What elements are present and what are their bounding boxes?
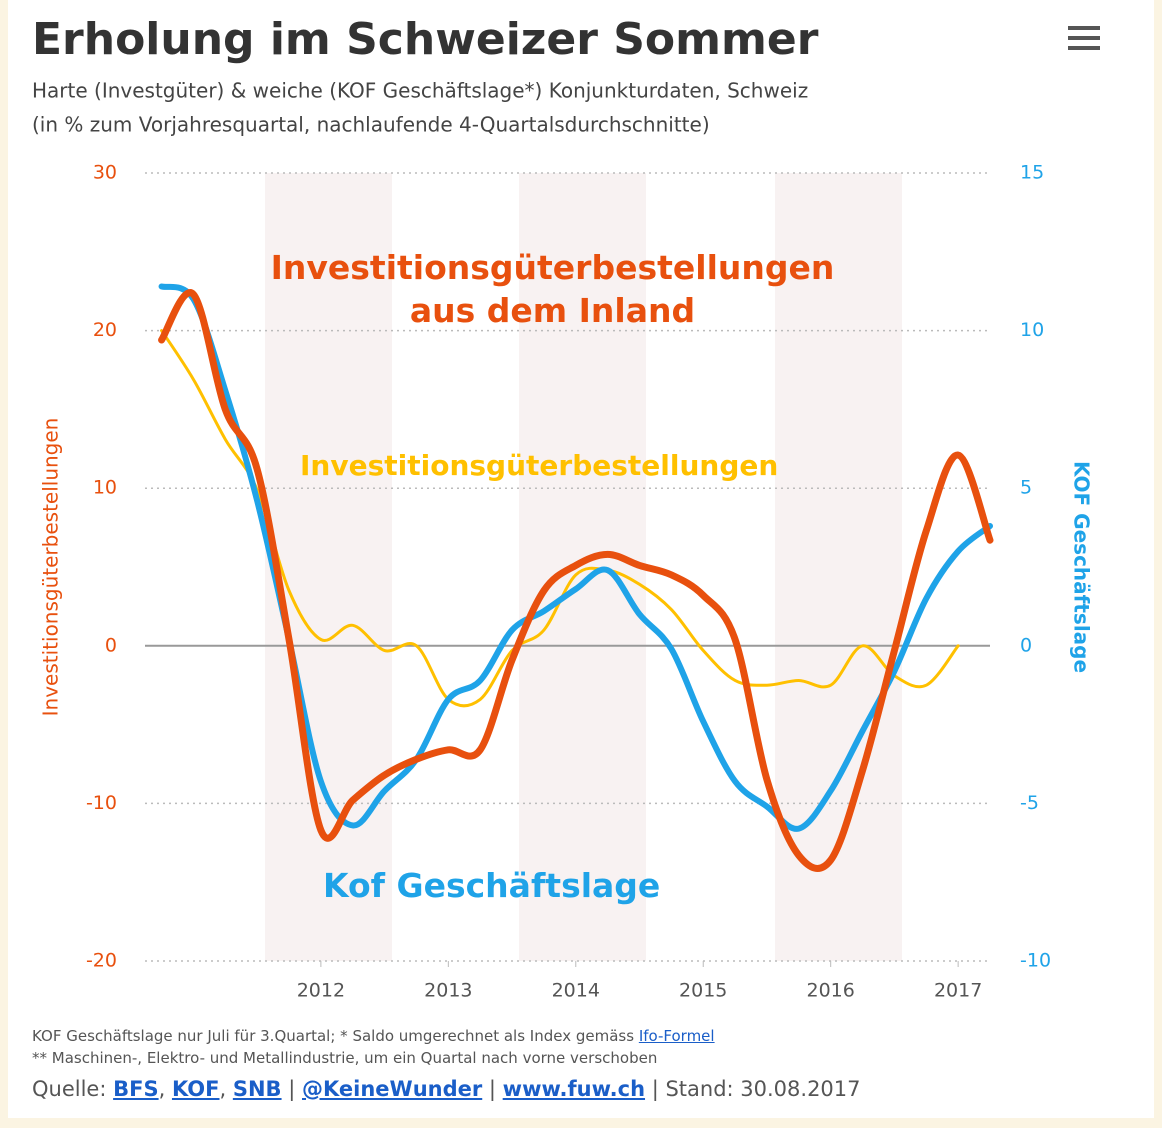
footnote: ** Maschinen-, Elektro- und Metallindust… [32,1049,657,1067]
text: , [158,1077,172,1101]
x-tick-label: 2017 [934,980,982,1002]
link[interactable]: www.fuw.ch [502,1077,646,1101]
series-line [158,289,994,872]
y-tick-label: -10 [86,792,117,814]
text: | Stand: 30.08.2017 [645,1077,861,1101]
menu-bar [1068,46,1100,50]
link[interactable]: BFS [113,1077,159,1101]
x-tick-label: 2013 [424,980,472,1002]
x-tick-label: 2012 [297,980,345,1002]
y-tick-label: 10 [93,477,117,499]
menu-bar [1068,36,1100,40]
y-tick-label: 0 [105,634,117,656]
y2-axis-title: KOF Geschäftslage [1070,461,1094,673]
subtitle: Harte (Investgüter) & weiche (KOF Geschä… [32,79,808,103]
text: ** Maschinen-, Elektro- und Metallindust… [32,1049,658,1067]
subtitle: (in % zum Vorjahresquartal, nachlaufende… [32,113,710,137]
y2-tick-label: -5 [1020,792,1039,814]
series-label: Investitionsgüterbestellungen aus dem In… [270,248,835,330]
link[interactable]: Ifo-Formel [638,1027,715,1045]
text: KOF Geschäftslage nur Juli für 3.Quartal… [32,1027,639,1045]
y-tick-label: -20 [86,950,117,972]
y2-tick-label: 5 [1020,477,1032,499]
y2-tick-label: -10 [1020,950,1051,972]
shade-band [265,173,392,961]
link[interactable]: KOF [171,1077,220,1101]
y2-tick-label: 0 [1020,634,1032,656]
link[interactable]: @KeineWunder [302,1077,483,1101]
menu-bar [1068,26,1100,30]
x-tick-label: 2016 [807,980,855,1002]
text: , [219,1077,233,1101]
text: | [281,1077,302,1101]
y-tick-label: 30 [93,162,117,184]
x-tick-label: 2014 [552,980,600,1002]
link[interactable]: SNB [232,1077,282,1101]
text: Quelle: [32,1077,114,1101]
shade-band [519,173,646,961]
series-label: Investitionsgüterbestellungen [300,449,779,482]
series-label: Kof Geschäftslage [323,866,661,905]
y2-tick-label: 10 [1020,319,1044,341]
menu-icon[interactable] [1068,26,1100,50]
source-line: Quelle: BFS, KOF, SNB | @KeineWunder | w… [32,1077,861,1101]
y-axis-title: Investitionsgüterbestellungen [39,418,63,717]
y-tick-label: 20 [93,319,117,341]
chart-title: Erholung im Schweizer Sommer [32,14,819,65]
x-tick-label: 2015 [679,980,727,1002]
footnote: KOF Geschäftslage nur Juli für 3.Quartal… [32,1027,715,1045]
y2-tick-label: 15 [1020,162,1044,184]
series-line [160,329,960,708]
text: | [482,1077,503,1101]
